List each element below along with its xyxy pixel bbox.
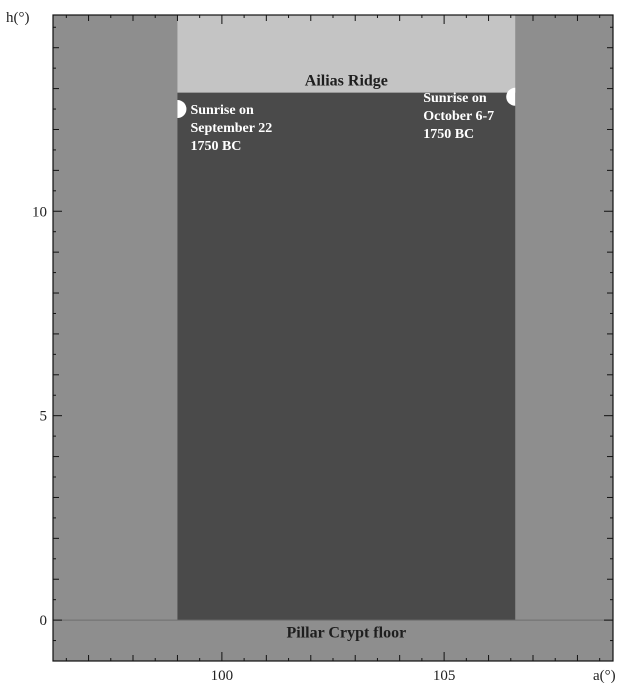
y-axis-label: h(°) (6, 10, 30, 26)
region-opening (177, 92, 516, 621)
region-ailias-ridge (177, 15, 516, 93)
region-label-pillar-crypt-floor: Pillar Crypt floor (286, 624, 406, 641)
annotation-line: 1750 BC (423, 127, 474, 142)
region-labels: Ailias Ridge Pillar Crypt floor (286, 72, 406, 641)
annotation-line: October 6-7 (423, 109, 494, 124)
annotation-line: Sunrise on (190, 103, 254, 118)
region-pillar-crypt-floor (53, 620, 613, 661)
plot-area (52, 14, 614, 662)
x-tick-label: 100 (211, 668, 234, 683)
sun-marker (506, 87, 516, 106)
y-tick-label: 0 (40, 613, 48, 629)
region-label-ailias-ridge: Ailias Ridge (305, 72, 388, 89)
y-tick-label: 5 (40, 409, 48, 425)
annotation-sunrise-october: Sunrise on October 6-7 1750 BC (423, 91, 497, 142)
sun-marker (177, 100, 187, 119)
y-tick-label: 10 (32, 204, 47, 220)
annotation-sunrise-september: Sunrise on September 22 1750 BC (190, 103, 275, 154)
x-tick-label: 105 (433, 668, 456, 683)
annotation-line: Sunrise on (423, 91, 487, 106)
x-axis-label: a(°) (593, 668, 616, 683)
annotation-line: September 22 (190, 121, 272, 136)
annotation-line: 1750 BC (190, 139, 241, 154)
axes: 100 105 0 5 10 a(°) h(°) (6, 10, 616, 683)
annotations: Sunrise on September 22 1750 BC Sunrise … (190, 91, 497, 154)
